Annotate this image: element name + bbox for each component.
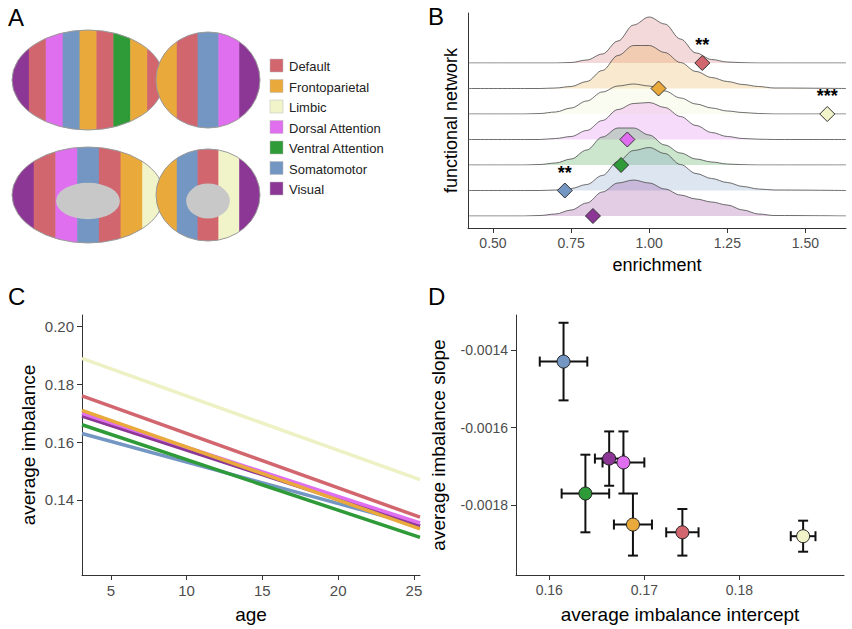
svg-text:Somatomotor: Somatomotor	[289, 162, 368, 177]
svg-text:**: **	[558, 163, 572, 183]
svg-text:25: 25	[406, 582, 423, 599]
svg-text:1.25: 1.25	[714, 235, 741, 251]
svg-text:20: 20	[330, 582, 347, 599]
svg-text:-0.0016: -0.0016	[461, 420, 509, 436]
svg-text:enrichment: enrichment	[612, 255, 701, 275]
svg-text:age: age	[235, 604, 267, 625]
svg-text:C: C	[8, 283, 25, 310]
svg-text:0.14: 0.14	[45, 491, 74, 508]
svg-text:Dorsal Attention: Dorsal Attention	[289, 121, 381, 136]
svg-text:***: ***	[817, 86, 838, 106]
svg-text:0.20: 0.20	[45, 318, 74, 335]
svg-text:1.00: 1.00	[636, 235, 663, 251]
svg-text:1.50: 1.50	[792, 235, 819, 251]
svg-text:15: 15	[254, 582, 271, 599]
svg-text:functional network: functional network	[441, 47, 461, 193]
svg-text:0.18: 0.18	[726, 582, 753, 598]
svg-text:-0.0014: -0.0014	[461, 342, 509, 358]
svg-text:0.75: 0.75	[557, 235, 584, 251]
svg-text:A: A	[8, 4, 24, 31]
svg-text:0.16: 0.16	[45, 434, 74, 451]
svg-text:D: D	[428, 283, 445, 310]
svg-text:Frontoparietal: Frontoparietal	[289, 80, 369, 95]
svg-text:0.18: 0.18	[45, 376, 74, 393]
svg-text:10: 10	[178, 582, 195, 599]
svg-text:5: 5	[107, 582, 115, 599]
svg-text:0.50: 0.50	[479, 235, 506, 251]
svg-text:0.16: 0.16	[536, 582, 563, 598]
svg-text:**: **	[695, 35, 709, 55]
svg-text:average imbalance slope: average imbalance slope	[428, 339, 449, 550]
svg-text:Ventral Attention: Ventral Attention	[289, 141, 384, 156]
svg-text:Limbic: Limbic	[289, 100, 327, 115]
svg-text:Default: Default	[289, 59, 331, 74]
svg-text:-0.0018: -0.0018	[461, 497, 509, 513]
svg-text:average imbalance intercept: average imbalance intercept	[561, 604, 800, 625]
svg-text:Visual: Visual	[289, 182, 324, 197]
svg-text:B: B	[428, 3, 444, 30]
svg-text:0.17: 0.17	[631, 582, 658, 598]
svg-text:average imbalance: average imbalance	[18, 365, 39, 526]
